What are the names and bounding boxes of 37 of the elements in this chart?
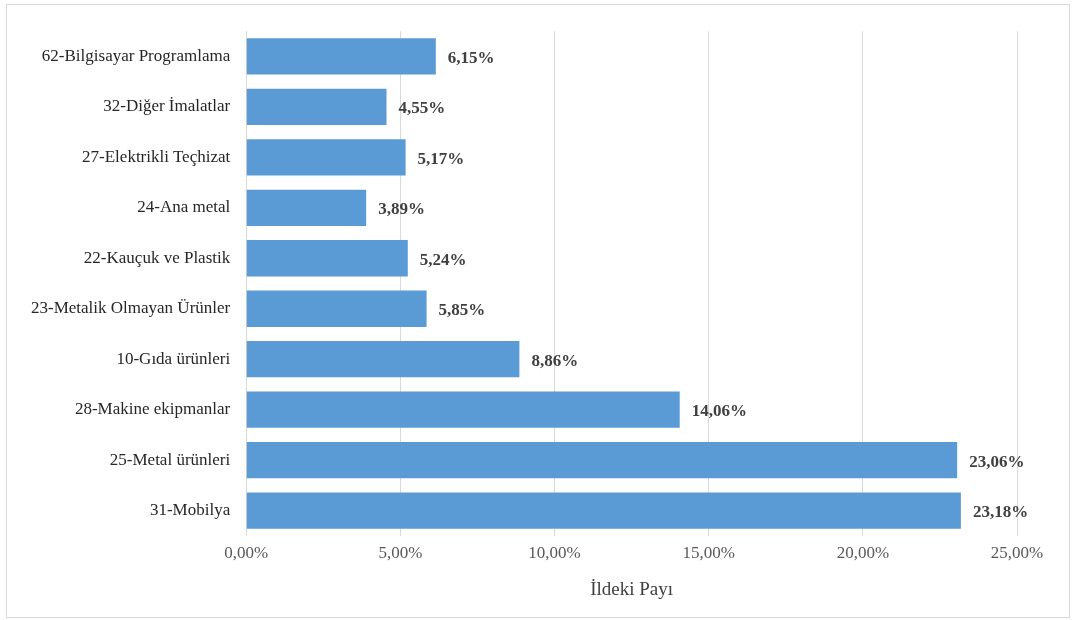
x-tick-label: 0,00% bbox=[224, 543, 269, 563]
data-label: 4,55% bbox=[398, 98, 446, 118]
bar bbox=[246, 341, 520, 378]
y-tick-label: 32-Diğer İmalatlar bbox=[103, 96, 231, 116]
data-label: 23,18% bbox=[972, 501, 1029, 521]
data-label: 5,85% bbox=[438, 300, 486, 320]
data-label: 5,17% bbox=[417, 148, 465, 168]
bar bbox=[246, 38, 436, 75]
y-tick-label: 24-Ana metal bbox=[137, 197, 231, 217]
bar bbox=[246, 240, 408, 277]
y-tick-label: 28-Makine ekipmanlar bbox=[74, 399, 231, 419]
bar bbox=[246, 290, 427, 327]
bar bbox=[246, 441, 958, 479]
bar bbox=[246, 88, 387, 126]
x-tick-label: 25,00% bbox=[990, 543, 1044, 563]
y-tick-label: 25-Metal ürünleri bbox=[109, 449, 231, 469]
data-label: 23,06% bbox=[969, 451, 1025, 471]
y-tick-label: 23-Metalik Olmayan Ürünler bbox=[31, 298, 231, 318]
bar bbox=[246, 139, 406, 176]
bar bbox=[246, 189, 367, 226]
y-tick-label: 10-Gıda ürünleri bbox=[116, 348, 231, 368]
x-tick-label: 15,00% bbox=[682, 543, 735, 563]
bar bbox=[246, 391, 680, 428]
data-label: 6,15% bbox=[447, 47, 495, 67]
data-label: 5,24% bbox=[419, 249, 467, 269]
data-label: 3,89% bbox=[378, 199, 425, 219]
x-tick-label: 20,00% bbox=[836, 543, 890, 563]
x-axis-title: İldeki Payı bbox=[590, 577, 674, 599]
y-tick-label: 31-Mobilya bbox=[149, 500, 231, 520]
data-label: 14,06% bbox=[691, 401, 747, 421]
data-label: 8,86% bbox=[531, 350, 579, 370]
y-tick-label: 27-Elektrikli Teçhizat bbox=[82, 146, 231, 166]
x-tick-label: 10,00% bbox=[528, 543, 581, 563]
x-tick-label: 5,00% bbox=[378, 543, 423, 563]
y-tick-label: 22-Kauçuk ve Plastik bbox=[83, 247, 231, 267]
y-tick-label: 62-Bilgisayar Programlama bbox=[41, 45, 231, 65]
bar bbox=[246, 492, 961, 529]
